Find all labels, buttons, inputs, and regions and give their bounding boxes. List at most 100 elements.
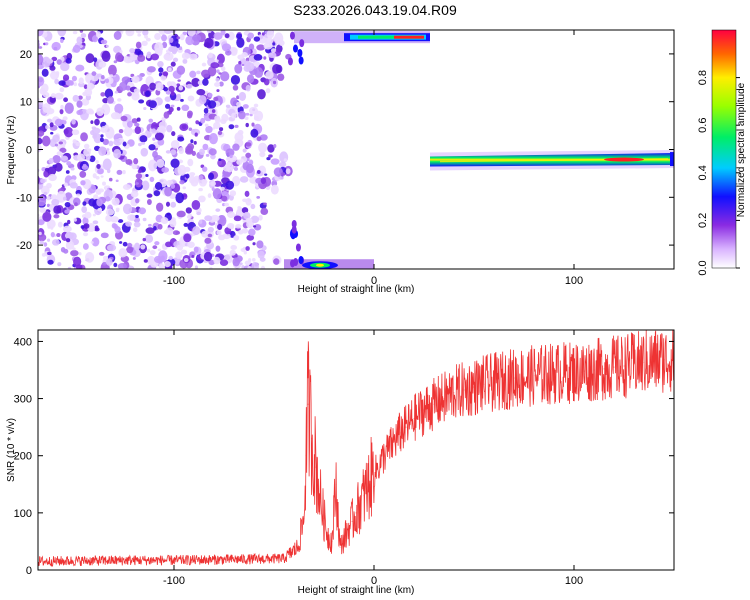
snr-data-point bbox=[593, 369, 595, 371]
snr-data-point bbox=[643, 361, 645, 364]
snr-data-point bbox=[335, 483, 337, 485]
snr-data-point bbox=[173, 559, 175, 561]
snr-data-point bbox=[315, 466, 317, 468]
snr-data-point bbox=[355, 512, 357, 514]
snr-data-point bbox=[253, 558, 255, 560]
spectrogram-x-tick-label: -100 bbox=[163, 275, 185, 287]
snr-data-point bbox=[367, 486, 369, 488]
lower-edge-signal bbox=[284, 259, 374, 269]
snr-y-tick-label: 300 bbox=[14, 394, 32, 406]
spectrogram-y-tick-label: 0 bbox=[26, 145, 32, 157]
snr-data-point bbox=[503, 379, 505, 381]
snr-data-point bbox=[311, 437, 313, 440]
snr-data-point bbox=[323, 517, 325, 520]
snr-data-point bbox=[375, 469, 377, 471]
snr-x-tick-label: 0 bbox=[371, 575, 377, 587]
snr-data-point bbox=[305, 455, 307, 457]
snr-data-point bbox=[583, 370, 585, 372]
snr-data-point bbox=[633, 363, 635, 365]
colorbar-tick-label: 0.4 bbox=[697, 165, 709, 180]
snr-y-label: SNR (10 * v/v) bbox=[6, 418, 17, 482]
snr-data-point bbox=[339, 546, 341, 548]
snr-data-point bbox=[371, 475, 373, 477]
snr-data-point bbox=[331, 540, 333, 543]
snr-data-point bbox=[133, 559, 135, 561]
snr-data-point bbox=[359, 503, 361, 505]
snr-data-point bbox=[351, 520, 353, 523]
snr-data-point bbox=[319, 495, 321, 497]
colorbar-tick-label: 0.2 bbox=[697, 213, 709, 228]
spectrogram-y-label: Frequency (Hz) bbox=[6, 116, 17, 185]
snr-anchor-points bbox=[38, 357, 674, 563]
spectrogram-frame bbox=[37, 29, 675, 270]
spectrogram-y-tick-label: 20 bbox=[20, 49, 32, 61]
colorbar-tick-label: 0.0 bbox=[697, 260, 709, 275]
snr-frame bbox=[37, 329, 675, 571]
snr-data-point bbox=[623, 365, 625, 367]
colorbar-tick-label: 0.6 bbox=[697, 118, 709, 133]
snr-data-point bbox=[563, 372, 565, 374]
colorbar: 0.0 0.2 0.4 0.6 0.8 Normalized spectral ampl… bbox=[697, 29, 747, 276]
snr-data-point bbox=[307, 403, 309, 405]
snr-data-point bbox=[283, 557, 285, 560]
spectrogram-x-tick-label: 0 bbox=[371, 275, 377, 287]
snr-data-point bbox=[613, 366, 615, 368]
snr-x-tick-label: -100 bbox=[163, 575, 185, 587]
snr-data-point bbox=[387, 449, 389, 451]
snr-y-tick-label: 400 bbox=[14, 336, 32, 348]
chart-title: S233.2026.043.19.04.R09 bbox=[293, 2, 457, 18]
spectrogram-plot-area bbox=[38, 30, 674, 269]
colorbar-tick-label: 0.8 bbox=[697, 70, 709, 85]
snr-y-tick-label: 0 bbox=[26, 565, 32, 577]
snr-data-point bbox=[379, 463, 381, 465]
snr-data-point bbox=[663, 359, 665, 361]
snr-data-point bbox=[363, 495, 365, 497]
snr-data-point bbox=[433, 403, 435, 405]
snr-data-point bbox=[343, 537, 345, 540]
snr-data-point bbox=[297, 546, 299, 548]
snr-data-point bbox=[513, 377, 515, 379]
spectrogram-x-label: Height of straight line (km) bbox=[298, 284, 415, 295]
doppler-track bbox=[430, 150, 674, 171]
snr-data-point bbox=[533, 375, 535, 377]
snr-axis-ticks: -100 0 100 400 300 200 100 0 bbox=[14, 330, 674, 587]
snr-data-point bbox=[213, 559, 215, 561]
snr-data-point bbox=[603, 368, 605, 370]
snr-data-point bbox=[327, 535, 329, 537]
snr-data-point bbox=[73, 560, 75, 562]
snr-data-point bbox=[405, 426, 407, 428]
spectrogram-y-tick-label: -20 bbox=[16, 240, 32, 252]
snr-x-tick-label: 100 bbox=[565, 575, 583, 587]
snr-data-point bbox=[553, 372, 555, 375]
snr-data-point bbox=[473, 386, 475, 388]
colorbar-ticks: 0.0 0.2 0.4 0.6 0.8 bbox=[697, 70, 740, 276]
snr-x-label: Height of straight line (km) bbox=[298, 585, 415, 596]
snr-panel: -100 0 100 400 300 200 100 0 Height of straight… bbox=[6, 329, 675, 596]
snr-data-point bbox=[493, 381, 495, 384]
snr-y-tick-label: 100 bbox=[14, 508, 32, 520]
snr-data-point bbox=[463, 389, 465, 391]
snr-data-point bbox=[453, 392, 455, 394]
upper-edge-signal bbox=[294, 31, 430, 44]
snr-data-point bbox=[443, 397, 445, 400]
snr-data-point bbox=[399, 432, 401, 434]
snr-data-point bbox=[653, 360, 655, 362]
colorbar-gradient bbox=[711, 29, 737, 269]
snr-data-point bbox=[573, 371, 575, 373]
snr-y-tick-label: 200 bbox=[14, 451, 32, 463]
snr-data-point bbox=[303, 517, 305, 520]
boundary-streaks bbox=[287, 31, 305, 268]
noise-speckle bbox=[38, 30, 293, 269]
colorbar-label: Normalized spectral amplitude bbox=[736, 82, 747, 217]
snr-plot-area bbox=[38, 330, 674, 567]
spectrogram-y-tick-label: 10 bbox=[20, 97, 32, 109]
spectrogram-x-tick-label: 100 bbox=[565, 275, 583, 287]
snr-data-point bbox=[383, 455, 385, 457]
snr-data-point bbox=[393, 440, 395, 443]
snr-data-point bbox=[523, 376, 525, 378]
snr-data-point bbox=[543, 373, 545, 376]
snr-data-point bbox=[347, 529, 349, 531]
